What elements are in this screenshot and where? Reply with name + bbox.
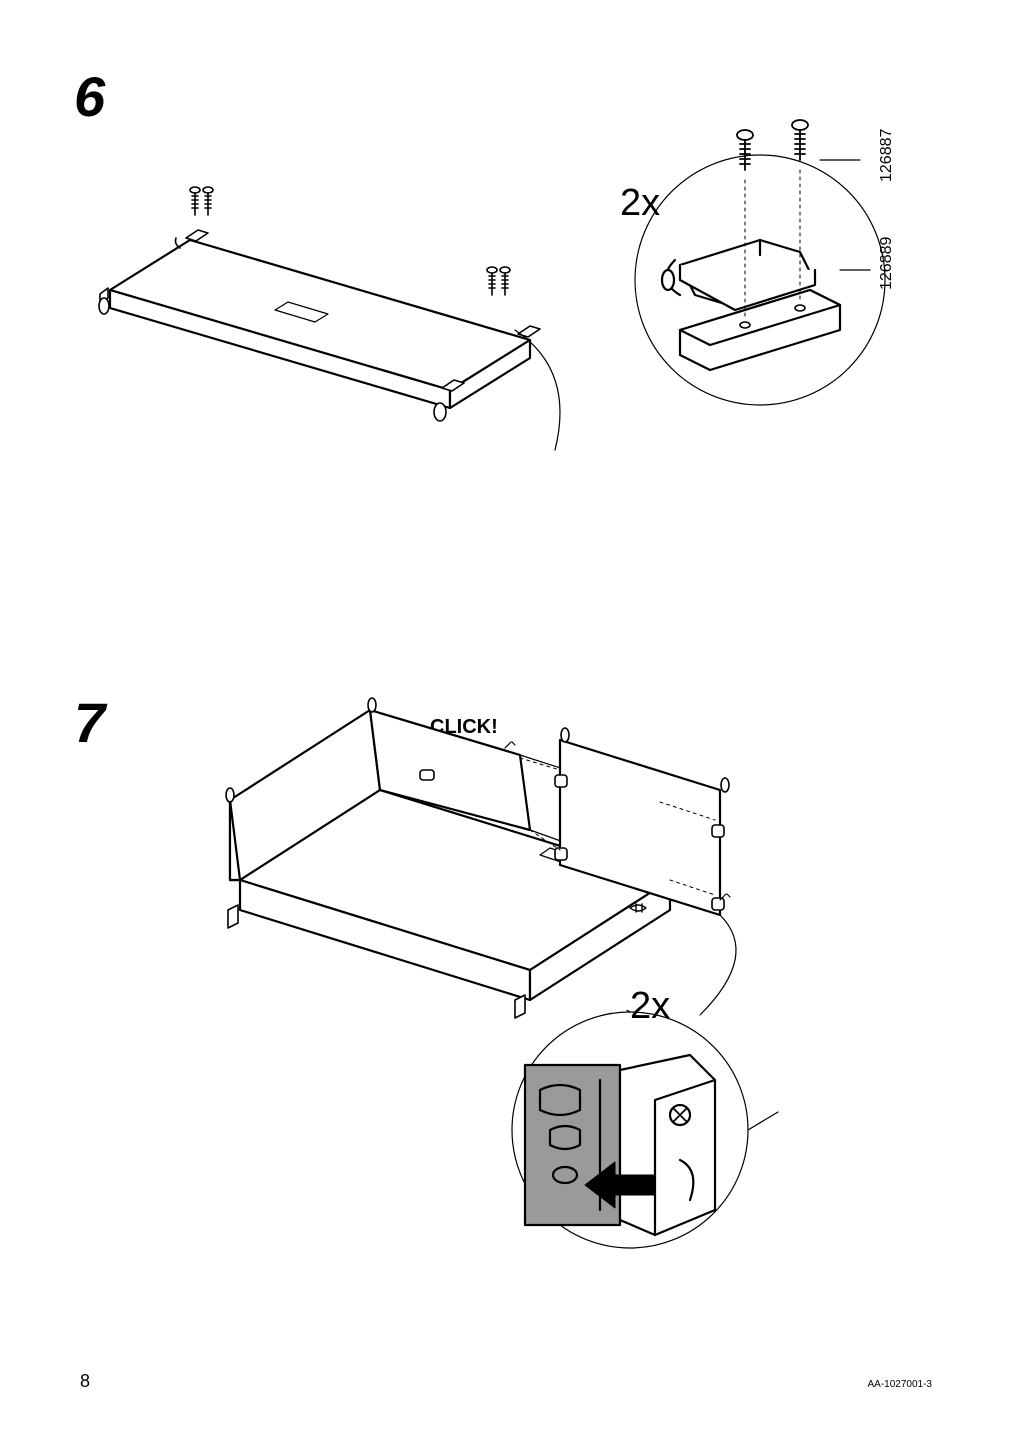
document-id: AA-1027001-3 [868,1379,933,1390]
step6-detail-circle [610,110,910,410]
step7-drawer-diagram [160,680,800,1060]
page-number: 8 [80,1371,90,1392]
step6-panel-diagram [60,130,580,490]
page: 6 2x 126887 126889 [0,0,1012,1432]
step-7-number: 7 [74,690,105,755]
step-6-number: 6 [74,64,105,129]
step7-detail-circle [480,1010,780,1270]
